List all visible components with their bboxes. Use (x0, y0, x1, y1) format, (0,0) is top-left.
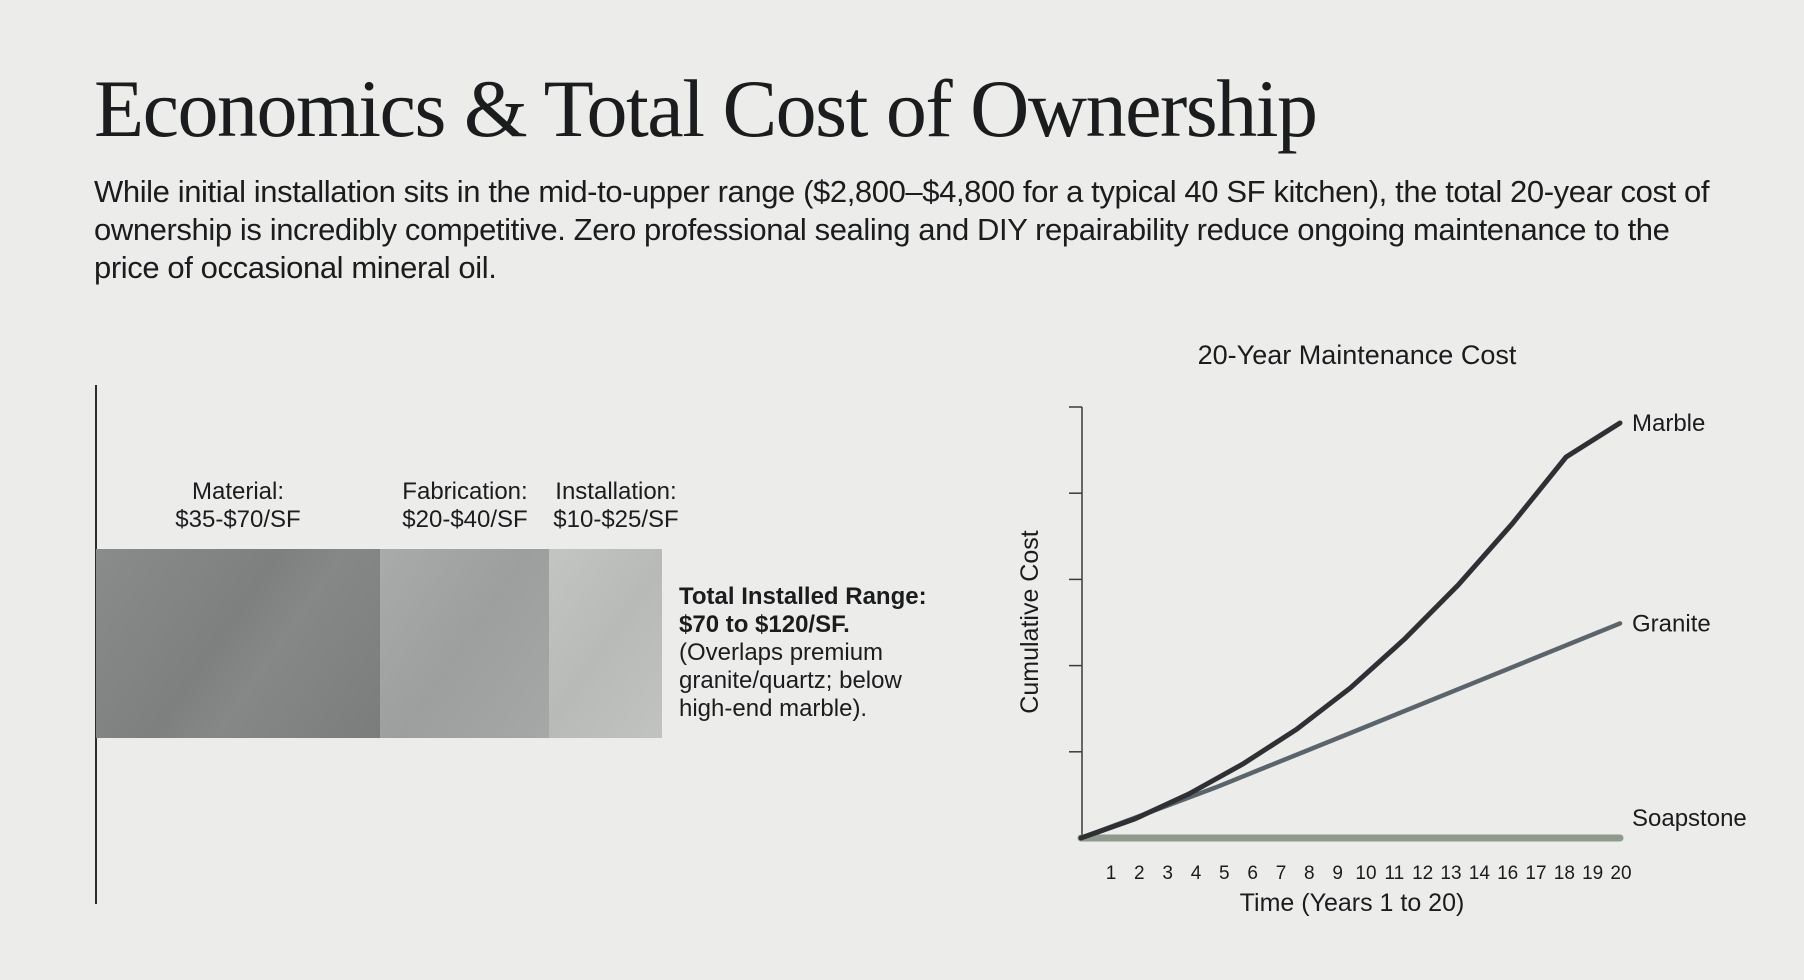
total-note-line: granite/quartz; below (679, 667, 902, 694)
material-name: Material: (191, 478, 285, 505)
x-tick-label: 11 (1384, 863, 1404, 884)
total-range-label: Total Installed Range: (679, 583, 927, 610)
intro-paragraph: While initial installation sits in the m… (94, 174, 1710, 285)
x-axis-label: Time (Years 1 to 20) (1240, 889, 1465, 917)
x-tick-label: 1 (1106, 863, 1117, 884)
x-tick-label: 10 (1355, 863, 1376, 884)
x-tick-label: 7 (1276, 863, 1287, 884)
series-label-soapstone: Soapstone (1632, 805, 1747, 832)
x-tick-label: 6 (1247, 863, 1258, 884)
fabrication-cost-bar (380, 549, 549, 738)
total-note-line: high-end marble). (679, 695, 868, 722)
x-tick-label: 19 (1582, 863, 1603, 884)
x-tick-label: 20 (1610, 863, 1631, 884)
material-cost-label: Material: $35-$70/SF (175, 478, 300, 534)
x-tick-label: 12 (1412, 863, 1433, 884)
x-tick-label: 4 (1191, 863, 1202, 884)
slide-title: Economics & Total Cost of Ownership (94, 63, 1318, 154)
x-tick-label: 14 (1469, 863, 1491, 884)
x-tick-label: 5 (1219, 863, 1230, 884)
x-tick-label: 17 (1525, 863, 1546, 884)
fabrication-range: $20-$40/SF (402, 506, 528, 533)
y-axis-label: Cumulative Cost (1016, 530, 1044, 713)
x-tick-label: 9 (1332, 863, 1343, 884)
material-range: $35-$70/SF (175, 506, 301, 533)
series-label-granite: Granite (1632, 610, 1711, 637)
installation-cost-label: Installation: $10-$25/SF (553, 478, 678, 534)
x-tick-label: 3 (1162, 863, 1173, 884)
x-tick-label: 13 (1440, 863, 1461, 884)
chart-title: 20-Year Maintenance Cost (1198, 340, 1517, 370)
total-note-line: (Overlaps premium (679, 639, 884, 666)
x-tick-label: 8 (1304, 863, 1315, 884)
series-label-marble: Marble (1632, 410, 1705, 437)
fabrication-name: Fabrication: (402, 478, 528, 505)
x-tick-label: 18 (1554, 863, 1575, 884)
x-tick-label: 16 (1497, 863, 1518, 884)
installation-cost-bar (549, 549, 662, 738)
installation-name: Installation: (555, 478, 677, 505)
total-range-value: $70 to $120/SF. (679, 611, 850, 638)
installation-range: $10-$25/SF (553, 506, 679, 533)
fabrication-cost-label: Fabrication: $20-$40/SF (402, 478, 527, 534)
x-tick-label: 2 (1134, 863, 1145, 884)
total-installed-note: Total Installed Range: $70 to $120/SF. (… (679, 583, 939, 723)
series-line-marble (1078, 420, 1623, 841)
material-cost-bar (96, 549, 380, 738)
